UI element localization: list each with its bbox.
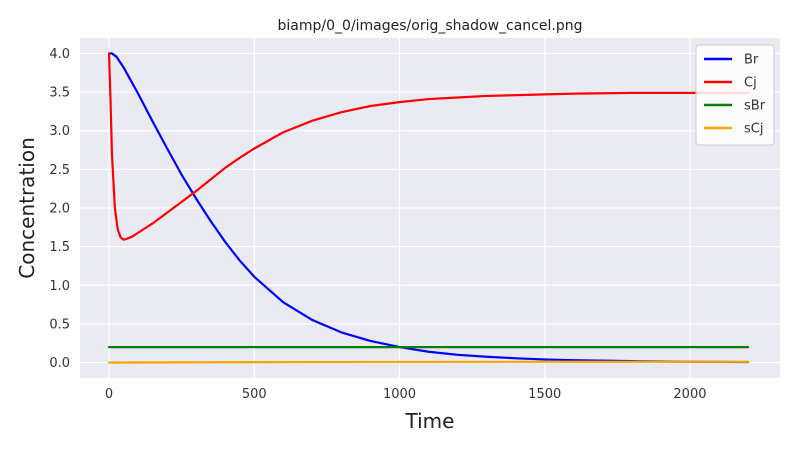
- chart-title: biamp/0_0/images/orig_shadow_cancel.png: [278, 18, 583, 34]
- y-tick-label: 1.5: [49, 240, 70, 255]
- series-line-br: [107, 52, 750, 364]
- y-tick-label: 1.0: [49, 279, 70, 294]
- tick-layer: 0 500 1000 1500 2000 0.0 0.5 1.0 1.5 2.0 2.5 3.0 3.5…: [49, 47, 706, 402]
- series-line-scj: [107, 360, 750, 364]
- y-tick-label: 2.0: [49, 202, 70, 217]
- legend-label-scj: sCj: [744, 122, 763, 137]
- y-tick-label: 4.0: [49, 47, 70, 62]
- legend: Br Cj sBr sCj: [695, 44, 775, 146]
- legend-label-br: Br: [744, 53, 759, 68]
- legend-label-sbr: sBr: [744, 99, 766, 114]
- x-axis-label: Time: [405, 409, 455, 433]
- y-tick-label: 3.5: [49, 86, 70, 101]
- y-tick-label: 3.0: [49, 124, 70, 139]
- y-axis-label: Concentration: [15, 137, 39, 278]
- x-tick-label: 500: [242, 387, 267, 402]
- x-tick-label: 1500: [528, 387, 561, 402]
- legend-box: [695, 44, 775, 146]
- x-tick-label: 2000: [673, 387, 706, 402]
- y-tick-label: 0.0: [49, 356, 70, 371]
- x-tick-label: 0: [105, 387, 113, 402]
- legend-label-cj: Cj: [744, 76, 757, 91]
- series-line-cj: [107, 52, 750, 241]
- y-tick-label: 2.5: [49, 163, 70, 178]
- series-layer: [107, 52, 750, 364]
- y-tick-label: 0.5: [49, 317, 70, 332]
- x-tick-label: 1000: [383, 387, 416, 402]
